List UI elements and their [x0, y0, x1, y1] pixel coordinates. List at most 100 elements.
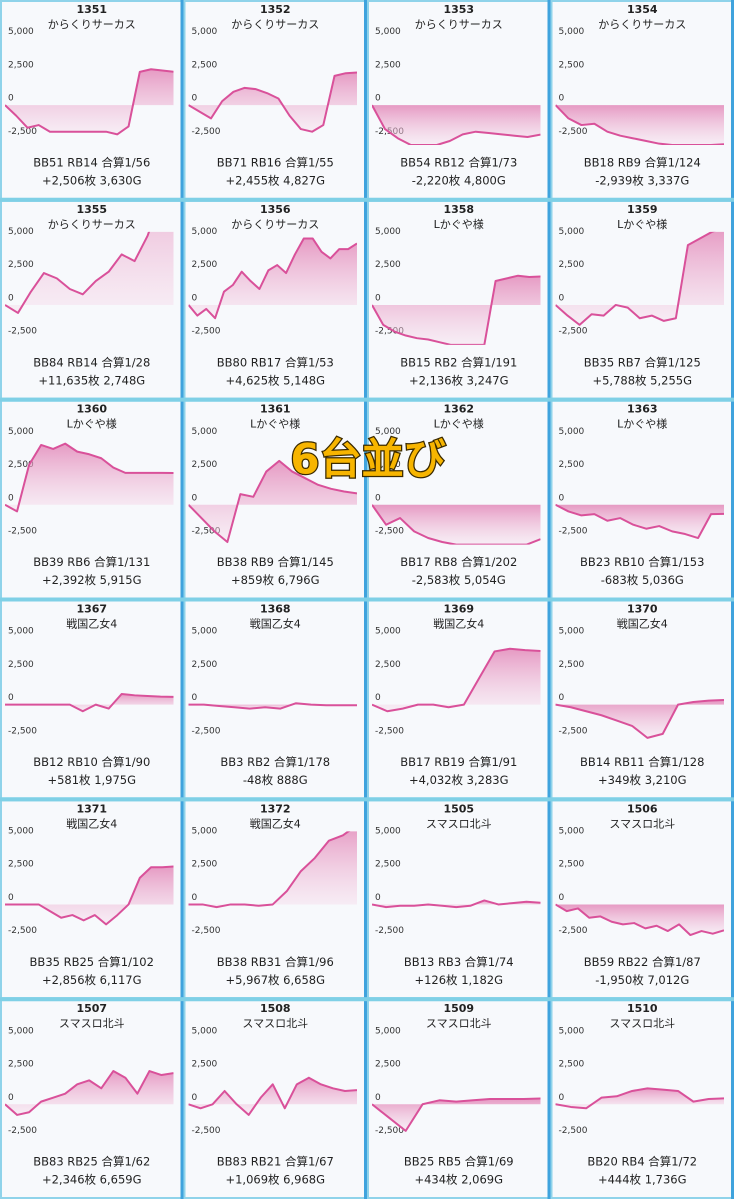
y-tick-label: -2,500: [8, 726, 37, 736]
y-tick-label: 2,500: [192, 860, 218, 870]
stat-line: BB25 RB5 合算1/69: [404, 1155, 514, 1169]
y-tick-label: 0: [375, 1093, 381, 1103]
divider: [364, 799, 367, 999]
stat-line: BB59 RB22 合算1/87: [584, 955, 701, 969]
y-tick-label: 0: [8, 1093, 14, 1103]
y-tick-label: -2,500: [192, 127, 221, 137]
y-tick-label: -2,500: [8, 926, 37, 936]
y-tick-label: 2,500: [192, 260, 218, 270]
y-tick-label: 5,000: [192, 227, 218, 237]
stat-line: BB18 RB9 合算1/124: [584, 156, 701, 170]
chart-title: 1361: [260, 403, 291, 416]
stat-line: BB80 RB17 合算1/53: [217, 355, 334, 369]
stat-line: BB38 RB31 合算1/96: [217, 955, 334, 969]
y-tick-label: 2,500: [8, 260, 34, 270]
stat-line: +4,625枚 5,148G: [225, 373, 325, 387]
y-tick-label: 5,000: [559, 227, 585, 237]
stat-line: BB12 RB10 合算1/90: [33, 755, 150, 769]
chart-subtitle: スマスロ北斗: [609, 1017, 675, 1030]
stat-line: BB71 RB16 合算1/55: [217, 156, 334, 170]
y-tick-label: 0: [375, 293, 381, 303]
stat-line: -48枚 888G: [243, 773, 308, 787]
stat-line: +11,635枚 2,748G: [38, 373, 145, 387]
y-tick-label: 0: [8, 693, 14, 703]
stat-line: +126枚 1,182G: [414, 973, 503, 987]
y-tick-label: 5,000: [8, 826, 34, 836]
y-tick-label: 5,000: [8, 427, 34, 437]
divider: [548, 999, 551, 1199]
stat-line: BB3 RB2 合算1/178: [220, 755, 330, 769]
chart-subtitle: からくりサーカス: [48, 218, 136, 231]
chart-title: 1356: [260, 203, 291, 216]
chart-subtitle: Lかぐや様: [434, 417, 484, 431]
stat-line: +5,788枚 5,255G: [592, 373, 692, 387]
chart-subtitle: からくりサーカス: [48, 18, 136, 31]
chart-subtitle: Lかぐや様: [434, 217, 484, 231]
chart-title: 1372: [260, 802, 291, 815]
y-tick-label: 2,500: [192, 460, 218, 470]
chart-subtitle: スマスロ北斗: [609, 817, 675, 830]
chart-subtitle: からくりサーカス: [415, 18, 503, 31]
y-tick-label: 0: [375, 94, 381, 104]
y-tick-label: 0: [192, 693, 198, 703]
chart-subtitle: 戦国乙女4: [250, 816, 301, 830]
stat-line: +4,032枚 3,283G: [409, 773, 509, 787]
divider: [181, 400, 184, 600]
y-tick-label: 0: [192, 493, 198, 503]
y-tick-label: -2,500: [375, 726, 404, 736]
stat-line: BB35 RB7 合算1/125: [584, 355, 701, 369]
y-tick-label: 5,000: [375, 627, 401, 637]
y-tick-label: 0: [192, 94, 198, 104]
stat-line: +2,506枚 3,630G: [42, 174, 142, 188]
row-divider: [0, 198, 734, 202]
stat-line: BB35 RB25 合算1/102: [30, 955, 154, 969]
y-tick-label: -2,500: [375, 926, 404, 936]
stat-line: +2,392枚 5,915G: [42, 573, 142, 587]
divider: [181, 0, 184, 200]
chart-title: 1505: [443, 802, 474, 815]
stat-line: +581枚 1,975G: [47, 773, 136, 787]
row-divider: [0, 598, 734, 602]
chart-title: 1362: [443, 403, 474, 416]
y-tick-label: -2,500: [8, 127, 37, 137]
chart-title: 1358: [443, 203, 474, 216]
y-tick-label: -2,500: [559, 127, 588, 137]
chart-subtitle: 戦国乙女4: [433, 617, 484, 631]
y-tick-label: 5,000: [8, 1026, 34, 1036]
y-tick-label: 0: [559, 493, 565, 503]
y-tick-label: 5,000: [192, 427, 218, 437]
chart-subtitle: スマスロ北斗: [242, 1017, 308, 1030]
chart-subtitle: Lかぐや様: [617, 217, 667, 231]
y-tick-label: 5,000: [559, 627, 585, 637]
chart-title: 1355: [76, 203, 107, 216]
stat-line: +349枚 3,210G: [598, 773, 687, 787]
chart-title: 1510: [627, 1002, 658, 1015]
y-tick-label: 2,500: [192, 60, 218, 70]
divider: [548, 799, 551, 999]
y-tick-label: 0: [559, 1093, 565, 1103]
chart-title: 1509: [443, 1002, 474, 1015]
y-tick-label: -2,500: [192, 327, 221, 337]
y-tick-label: 0: [8, 893, 14, 903]
divider: [181, 799, 184, 999]
chart-title: 1367: [76, 603, 107, 616]
stat-line: +2,455枚 4,827G: [225, 174, 325, 188]
y-tick-label: -2,500: [192, 726, 221, 736]
stat-line: BB83 RB21 合算1/67: [217, 1155, 334, 1169]
y-tick-label: 2,500: [375, 60, 401, 70]
chart-title: 1507: [76, 1002, 107, 1015]
y-tick-label: 0: [559, 293, 565, 303]
y-tick-label: 2,500: [559, 1060, 585, 1070]
